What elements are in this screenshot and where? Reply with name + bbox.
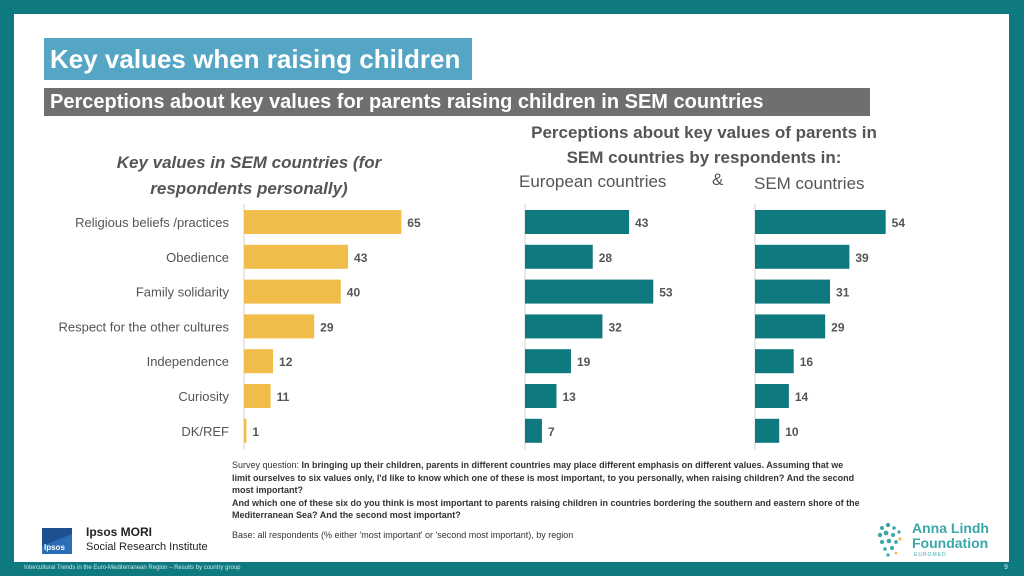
data-label: 14 bbox=[795, 390, 809, 404]
bottom-caption: Intercultural Trends in the Euro-Mediter… bbox=[24, 565, 241, 571]
bar bbox=[525, 279, 654, 304]
bar bbox=[755, 279, 831, 304]
footnote-label: Survey question: bbox=[232, 460, 302, 470]
anna-lindh-text: Anna Lindh Foundation bbox=[912, 521, 989, 551]
category-label: Curiosity bbox=[178, 389, 229, 404]
data-label: 13 bbox=[562, 390, 576, 404]
bar bbox=[244, 349, 274, 374]
base-note: Base: all respondents (% either 'most im… bbox=[232, 530, 574, 540]
data-label: 65 bbox=[407, 216, 421, 230]
data-label: 40 bbox=[347, 286, 361, 300]
slide: Key values when raising children Percept… bbox=[14, 14, 1009, 562]
data-label: 7 bbox=[548, 425, 555, 439]
bar bbox=[525, 349, 571, 374]
anna-lindh-logo-icon bbox=[877, 522, 902, 557]
bar bbox=[755, 244, 850, 269]
region-label-sem: SEM countries bbox=[754, 174, 865, 193]
category-label: Respect for the other cultures bbox=[58, 319, 229, 334]
data-label: 32 bbox=[608, 320, 622, 334]
data-label: 31 bbox=[836, 286, 850, 300]
bar bbox=[244, 244, 349, 269]
bar bbox=[525, 244, 593, 269]
ipsos-logo-text: Ipsos bbox=[44, 543, 65, 552]
slide-title: Key values when raising children bbox=[44, 38, 472, 80]
slide-subtitle: Perceptions about key values for parents… bbox=[44, 88, 870, 116]
bar bbox=[755, 210, 886, 234]
data-label: 29 bbox=[831, 320, 845, 334]
ipsos-name: Ipsos MORI bbox=[86, 525, 153, 539]
right-chart-heading: Perceptions about key values of parents … bbox=[531, 123, 877, 167]
data-label: 16 bbox=[800, 355, 814, 369]
ipsos-branding: Ipsos MORI Social Research Institute bbox=[86, 525, 208, 555]
bar bbox=[755, 349, 794, 374]
bar bbox=[755, 384, 789, 408]
data-label: 43 bbox=[354, 251, 368, 265]
category-label: Religious beliefs /practices bbox=[75, 215, 229, 230]
bar bbox=[525, 314, 603, 339]
bar bbox=[525, 418, 542, 443]
ampersand: & bbox=[712, 170, 724, 189]
left-chart-heading: Key values in SEM countries (for respond… bbox=[116, 153, 382, 198]
category-label: Obedience bbox=[166, 250, 229, 265]
footnote-question-2: And which one of these six do you think … bbox=[232, 497, 860, 521]
data-label: 28 bbox=[599, 251, 613, 265]
data-label: 10 bbox=[785, 425, 799, 439]
bar bbox=[525, 210, 630, 234]
data-label: 19 bbox=[577, 355, 591, 369]
ipsos-logo-icon: Ipsos bbox=[42, 528, 72, 554]
bar bbox=[755, 314, 826, 339]
data-label: 39 bbox=[855, 251, 869, 265]
bar bbox=[244, 279, 341, 304]
data-label: 1 bbox=[252, 425, 259, 439]
bar bbox=[525, 384, 557, 408]
bar bbox=[244, 314, 315, 339]
category-label: DK/REF bbox=[181, 424, 229, 439]
category-label: Family solidarity bbox=[136, 285, 230, 300]
ipsos-institute: Social Research Institute bbox=[86, 541, 208, 553]
data-label: 11 bbox=[277, 390, 290, 404]
category-label: Independence bbox=[147, 354, 229, 369]
anna-tag: EUROMED bbox=[914, 552, 947, 558]
data-label: 54 bbox=[892, 216, 906, 230]
bar bbox=[244, 384, 271, 408]
data-label: 43 bbox=[635, 216, 649, 230]
bar bbox=[755, 418, 780, 443]
region-label-european: European countries bbox=[519, 172, 667, 191]
bar-charts: Religious beliefs /practices Obedience Fam… bbox=[58, 204, 906, 450]
bar bbox=[244, 210, 402, 234]
data-label: 53 bbox=[659, 286, 673, 300]
bar bbox=[244, 418, 247, 443]
data-label: 29 bbox=[320, 320, 334, 334]
footnote-question-1: In bringing up their children, parents i… bbox=[232, 460, 855, 495]
data-label: 12 bbox=[279, 355, 293, 369]
survey-footnote: Survey question: In bringing up their ch… bbox=[232, 459, 862, 522]
anna-line1: Anna Lindh bbox=[912, 520, 989, 536]
page-number: 9 bbox=[1004, 564, 1008, 571]
anna-line2: Foundation bbox=[912, 535, 989, 551]
